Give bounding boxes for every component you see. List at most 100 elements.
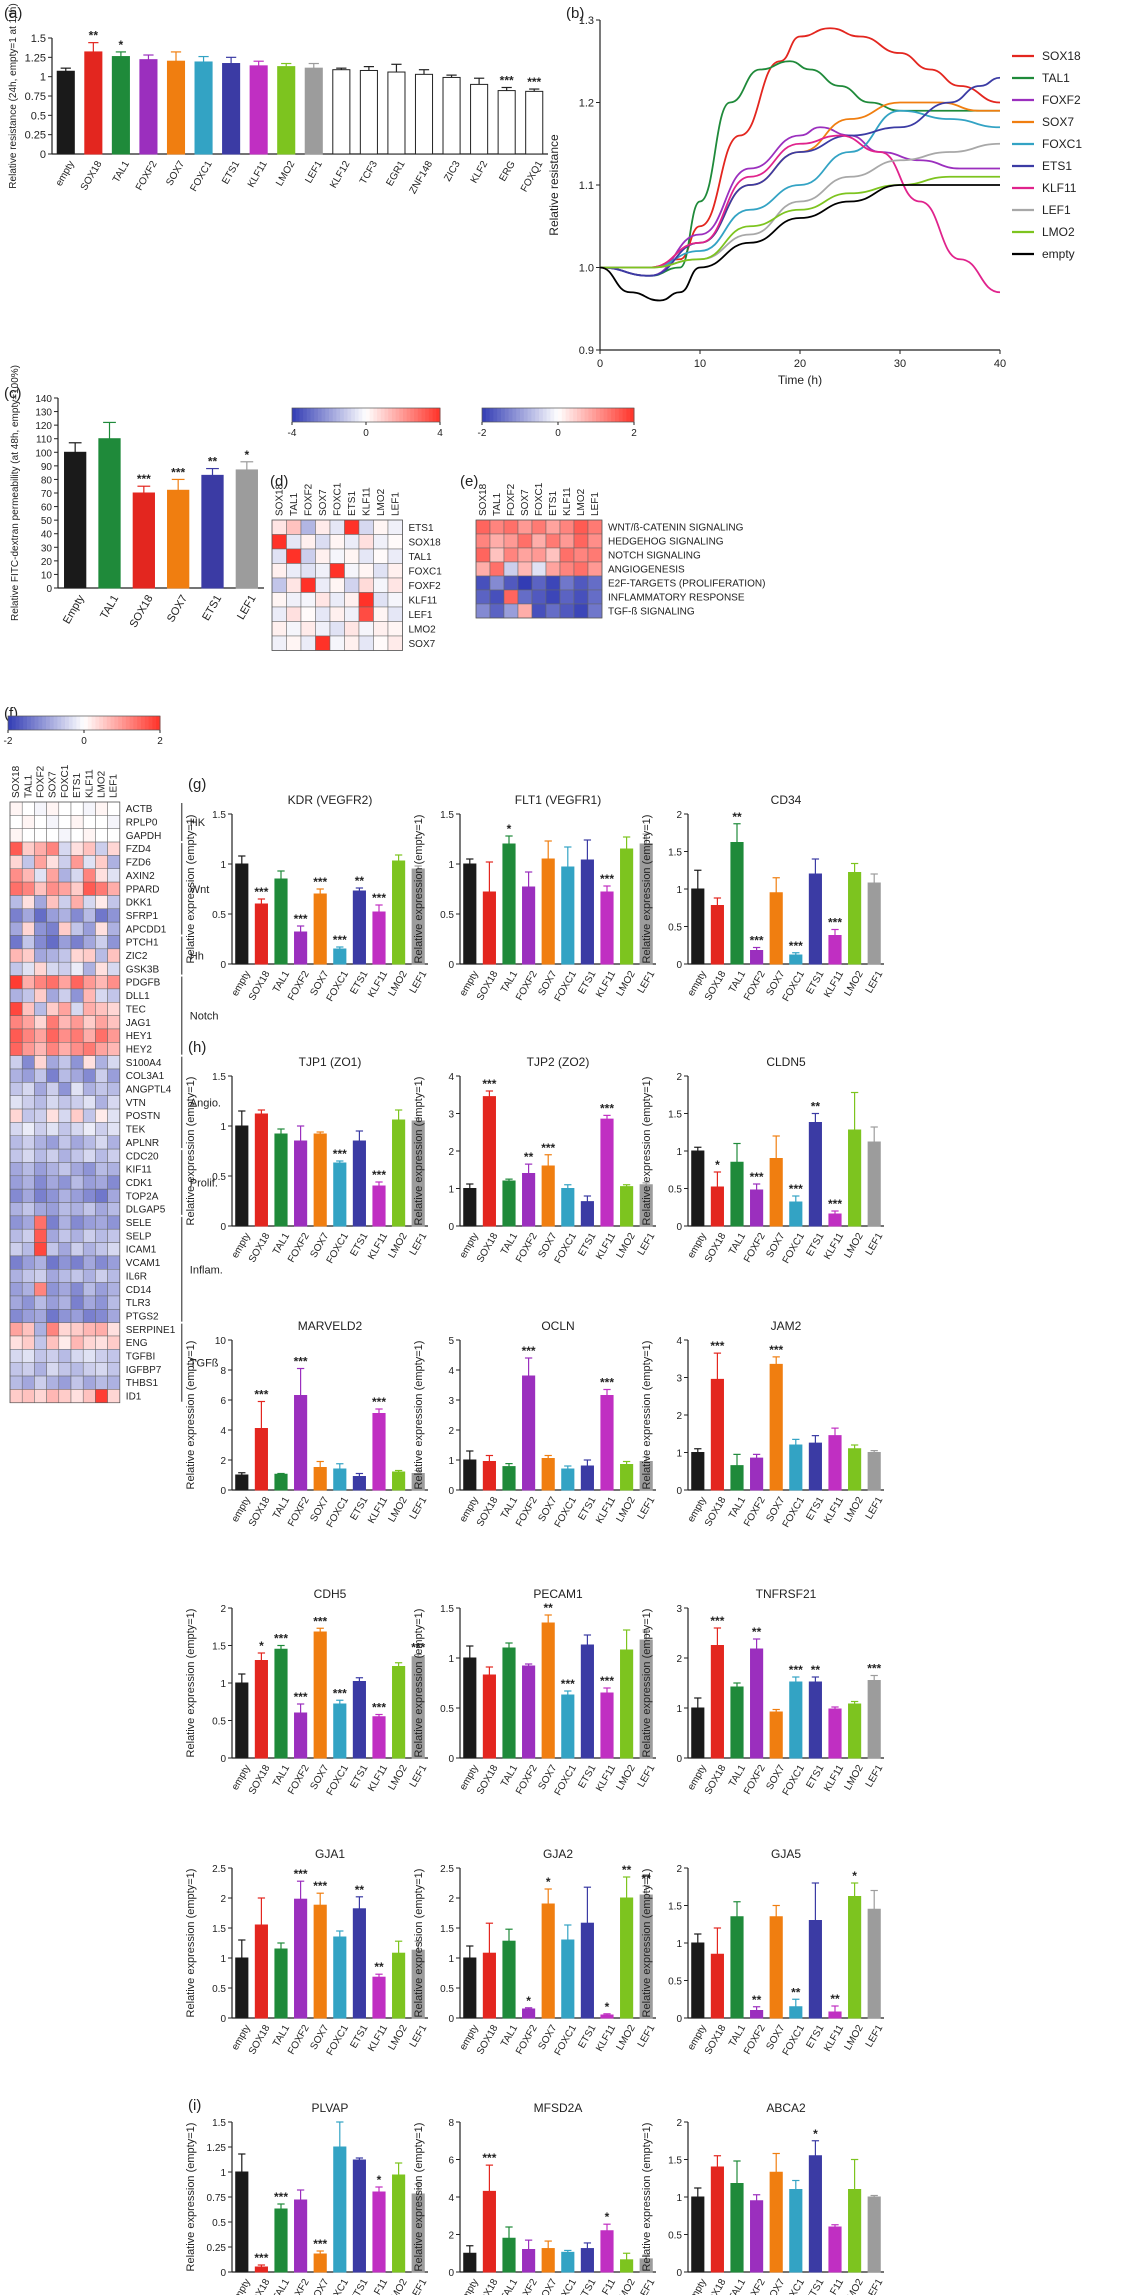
heat-cell — [34, 1002, 47, 1016]
heat-cell — [21, 988, 35, 1003]
heat-cell — [70, 1175, 84, 1190]
heat-cell — [70, 975, 84, 990]
bar — [867, 1452, 881, 1491]
heat-cell — [344, 592, 360, 608]
bar — [620, 1649, 634, 1759]
colorbar-segment — [303, 408, 308, 422]
category-label: LMO2 — [615, 1231, 638, 1260]
heat-cell — [34, 1362, 47, 1377]
bar — [235, 1957, 249, 2019]
bar — [789, 1444, 803, 1491]
y-tick-label: 1.5 — [212, 1642, 226, 1653]
y-axis-label: Relative expression (empty=1) — [185, 1341, 197, 1490]
heat-cell — [286, 606, 302, 622]
bar — [352, 890, 366, 965]
y-tick-label: 6 — [448, 2156, 454, 2167]
category-label: ETS1 — [805, 2277, 827, 2295]
heat-cell — [95, 881, 108, 896]
colorbar-segment — [118, 716, 123, 730]
significance-mark: *** — [769, 1343, 783, 1357]
bar — [561, 1468, 575, 1491]
heat-cell — [34, 1028, 47, 1043]
colorbar-segment — [523, 408, 529, 422]
heat-cell — [70, 1015, 84, 1030]
colorbar-segment — [99, 716, 104, 730]
significance-mark: *** — [372, 891, 386, 905]
column-label: LMO2 — [376, 488, 387, 516]
colorbar-segment — [615, 408, 620, 422]
heat-cell — [107, 1375, 121, 1390]
y-axis-label: Relative FITC-dextran permeability (at 4… — [10, 365, 21, 621]
category-label: KLF11 — [822, 1763, 846, 1794]
y-tick-label: 4 — [448, 2193, 454, 2204]
category-label: TAL1 — [499, 2277, 520, 2295]
heat-cell — [34, 935, 47, 950]
heat-cell — [475, 589, 491, 605]
heat-cell — [95, 1175, 108, 1190]
bar — [294, 931, 308, 965]
bar — [541, 858, 555, 965]
bar — [808, 1442, 822, 1491]
significance-mark: *** — [137, 472, 151, 486]
colorbar-segment — [347, 408, 352, 422]
bar — [522, 2249, 536, 2273]
significance-mark: *** — [482, 2151, 496, 2165]
significance-mark: ** — [355, 874, 365, 888]
row-label: SFRP1 — [126, 911, 159, 922]
row-label: FZD4 — [126, 844, 151, 855]
category-label: KLF11 — [822, 2277, 846, 2295]
category-label: LEF1 — [408, 2023, 430, 2050]
colorbar-segment — [391, 408, 397, 422]
heat-cell — [70, 1295, 84, 1310]
bar — [808, 1681, 822, 1759]
category-label: LMO2 — [615, 2023, 638, 2052]
heat-cell — [271, 592, 287, 608]
heat-cell — [46, 1175, 60, 1190]
heat-cell — [107, 1015, 121, 1030]
colorbar-segment — [577, 408, 582, 422]
heat-cell — [70, 935, 84, 950]
row-label: GSK3B — [126, 964, 160, 975]
heat-cell — [9, 1242, 23, 1257]
significance-mark: * — [377, 2173, 382, 2187]
panel-label: (h) — [188, 1039, 206, 1056]
heat-cell — [82, 1322, 96, 1337]
colorbar-segment — [497, 408, 502, 422]
heat-cell — [46, 1042, 60, 1056]
heat-cell — [70, 1228, 84, 1243]
colorbar-segment — [53, 716, 58, 730]
heat-cell — [58, 1122, 72, 1137]
bar-chart-h11: GJA2 0 0.5 1 1.5 2 2.5 Relative expression (emp… — [413, 1847, 658, 2058]
panel-label: (a) — [4, 5, 22, 22]
bar — [56, 70, 75, 155]
y-tick-label: 1 — [676, 885, 682, 896]
y-tick-label: 1.25 — [207, 2143, 227, 2154]
significance-mark: *** — [541, 1141, 555, 1155]
colorbar-tick-label: 2 — [631, 428, 637, 439]
significance-mark: *** — [294, 1690, 308, 1704]
heat-cell — [300, 621, 316, 637]
category-label: KLF11 — [366, 1231, 390, 1262]
row-label: WNT/ß-CATENIN SIGNALING — [608, 523, 744, 534]
bar — [352, 1140, 366, 1227]
heat-cell — [517, 519, 533, 535]
column-label: TAL1 — [289, 492, 300, 516]
heat-cell — [107, 1108, 121, 1123]
category-label: LMO2 — [615, 1495, 638, 1524]
heat-cell — [559, 561, 575, 577]
heat-cell — [34, 1269, 47, 1283]
bar — [352, 1908, 366, 2019]
heat-cell — [21, 1162, 35, 1177]
bar — [730, 1916, 744, 2019]
bar — [313, 1467, 327, 1491]
heat-cell — [95, 1188, 108, 1203]
row-label: E2F-TARGETS (PROLIFERATION) — [608, 579, 765, 590]
heat-cell — [373, 563, 389, 579]
category-label: LEF1 — [864, 2023, 886, 2050]
category-label: LMO2 — [843, 1495, 866, 1524]
significance-mark: * — [605, 2210, 610, 2224]
y-tick-label: 0 — [46, 584, 52, 595]
heat-cell — [559, 519, 575, 535]
heat-cell — [46, 1295, 60, 1310]
bar — [313, 1133, 327, 1227]
